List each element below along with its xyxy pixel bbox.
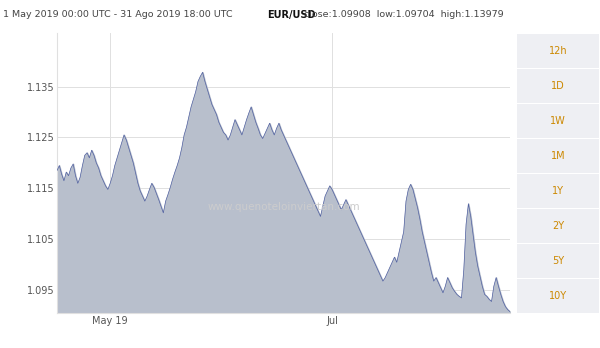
Text: 1Y: 1Y	[552, 185, 564, 196]
Text: 12h: 12h	[548, 46, 568, 56]
Text: 10Y: 10Y	[549, 291, 567, 301]
Text: www.quenoteloinviertan.com: www.quenoteloinviertan.com	[207, 202, 360, 212]
Text: close:1.09908  low:1.09704  high:1.13979: close:1.09908 low:1.09704 high:1.13979	[298, 10, 504, 19]
Text: 1D: 1D	[551, 81, 565, 90]
Text: 1 May 2019 00:00 UTC - 31 Ago 2019 18:00 UTC: 1 May 2019 00:00 UTC - 31 Ago 2019 18:00…	[3, 10, 233, 19]
Text: 1W: 1W	[550, 116, 566, 126]
Text: 1M: 1M	[551, 151, 565, 161]
Text: 5Y: 5Y	[552, 256, 564, 266]
Text: EUR/USD: EUR/USD	[267, 10, 316, 20]
Text: 2Y: 2Y	[552, 221, 564, 231]
